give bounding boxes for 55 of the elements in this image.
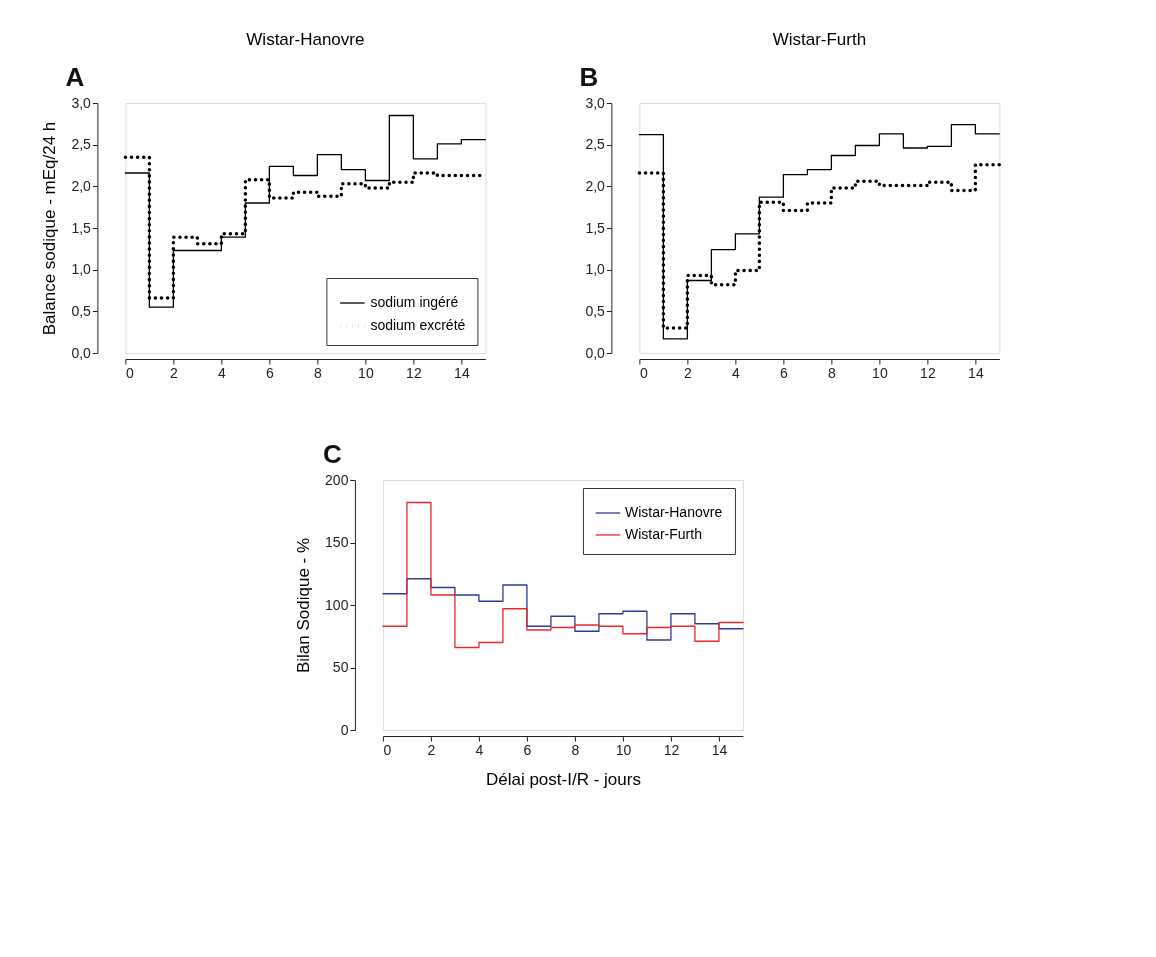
x-tick-label: 4 bbox=[475, 741, 484, 758]
y-tick-label: 1,0 bbox=[71, 261, 92, 278]
y-tick-label: 2,0 bbox=[71, 177, 92, 194]
x-tick-label: 10 bbox=[615, 741, 632, 758]
x-tick-label: 12 bbox=[663, 741, 680, 758]
x-tick-label: 6 bbox=[523, 741, 532, 758]
x-axis-title: Délai post-I/R - jours bbox=[485, 769, 641, 789]
y-tick-label: 0,5 bbox=[585, 302, 606, 319]
y-tick-label: 0,0 bbox=[71, 344, 92, 361]
x-tick-label: 8 bbox=[571, 741, 580, 758]
y-tick-label: 200 bbox=[325, 471, 349, 488]
x-tick-label: 14 bbox=[711, 741, 728, 758]
x-tick-label: 10 bbox=[872, 364, 888, 381]
y-tick-label: 2,5 bbox=[585, 136, 606, 153]
y-tick-label: 3,0 bbox=[71, 94, 92, 111]
legend-label: Wistar-Furth bbox=[624, 526, 702, 542]
legend-label: sodium ingéré bbox=[370, 294, 459, 310]
x-tick-label: 2 bbox=[169, 364, 178, 381]
chart-title: Wistar-Furth bbox=[772, 30, 867, 49]
x-tick-label: 4 bbox=[217, 364, 226, 381]
text: A bbox=[65, 62, 85, 92]
x-tick-label: 8 bbox=[313, 364, 322, 381]
y-tick-label: 1,5 bbox=[585, 219, 606, 236]
x-tick-label: 6 bbox=[779, 364, 788, 381]
y-axis-title: Balance sodique - mEq/24 h bbox=[40, 121, 60, 336]
y-tick-label: 2,5 bbox=[71, 136, 92, 153]
x-tick-label: 12 bbox=[406, 364, 422, 381]
y-tick-label: 50 bbox=[332, 659, 349, 675]
x-tick-label: 4 bbox=[731, 364, 740, 381]
x-tick-label: 0 bbox=[125, 364, 134, 381]
y-tick-label: 100 bbox=[325, 596, 349, 613]
x-tick-label: 14 bbox=[454, 364, 470, 381]
x-tick-label: 8 bbox=[827, 364, 836, 381]
y-tick-label: 0 bbox=[340, 721, 349, 738]
chart-title: Wistar-Hanovre bbox=[246, 30, 365, 49]
legend-label: Wistar-Hanovre bbox=[624, 504, 723, 520]
legend-label: sodium excrété bbox=[370, 317, 466, 333]
y-tick-label: 3,0 bbox=[585, 94, 606, 111]
y-tick-label: 1,0 bbox=[585, 261, 606, 278]
y-tick-label: 0,5 bbox=[71, 302, 92, 319]
x-tick-label: 10 bbox=[358, 364, 374, 381]
x-tick-label: 0 bbox=[383, 741, 392, 758]
x-tick-label: 14 bbox=[968, 364, 984, 381]
x-tick-label: 2 bbox=[683, 364, 692, 381]
text: B bbox=[579, 62, 599, 92]
x-tick-label: 0 bbox=[639, 364, 648, 381]
y-tick-label: 1,5 bbox=[71, 219, 92, 236]
y-tick-label: 2,0 bbox=[585, 177, 606, 194]
y-tick-label: 0,0 bbox=[585, 344, 606, 361]
y-axis-title: Bilan Sodique - % bbox=[294, 537, 314, 674]
x-tick-label: 12 bbox=[920, 364, 936, 381]
y-tick-label: 150 bbox=[325, 534, 349, 550]
text: C bbox=[322, 439, 342, 469]
x-tick-label: 2 bbox=[427, 741, 436, 758]
x-tick-label: 6 bbox=[265, 364, 274, 381]
